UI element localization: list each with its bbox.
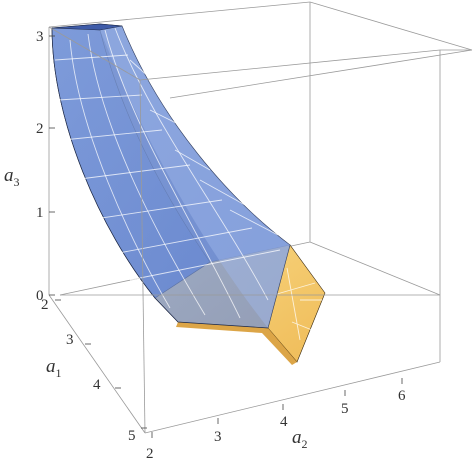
a3-tick-0: 0 [36,288,44,304]
a2-tick-4: 4 [280,414,288,430]
a2-tick-2: 2 [146,446,154,462]
a1-tick-2: 2 [41,297,49,313]
a2-tick-3: 3 [214,429,222,445]
a3-tick-2: 2 [36,121,44,137]
axis-a3: 0 1 2 3 a3 [4,29,55,304]
a1-tick-3: 3 [66,332,74,348]
a3-tick-1: 1 [36,205,44,221]
a1-axis-label: a1 [46,356,62,380]
axis-a1: 2 3 4 5 a1 [41,297,147,444]
a1-tick-5: 5 [128,428,136,444]
bounding-box-front [48,26,472,434]
a3-axis-label: a3 [4,165,20,189]
a2-tick-6: 6 [398,388,406,404]
axis-a2: 2 3 4 5 6 a2 [146,378,406,462]
region-side-surface-front [51,23,291,329]
surface-mesh [54,27,281,319]
a2-tick-5: 5 [341,401,349,417]
a3-tick-3: 3 [36,29,44,45]
a2-axis-label: a2 [292,427,308,451]
a1-tick-4: 4 [93,377,101,393]
